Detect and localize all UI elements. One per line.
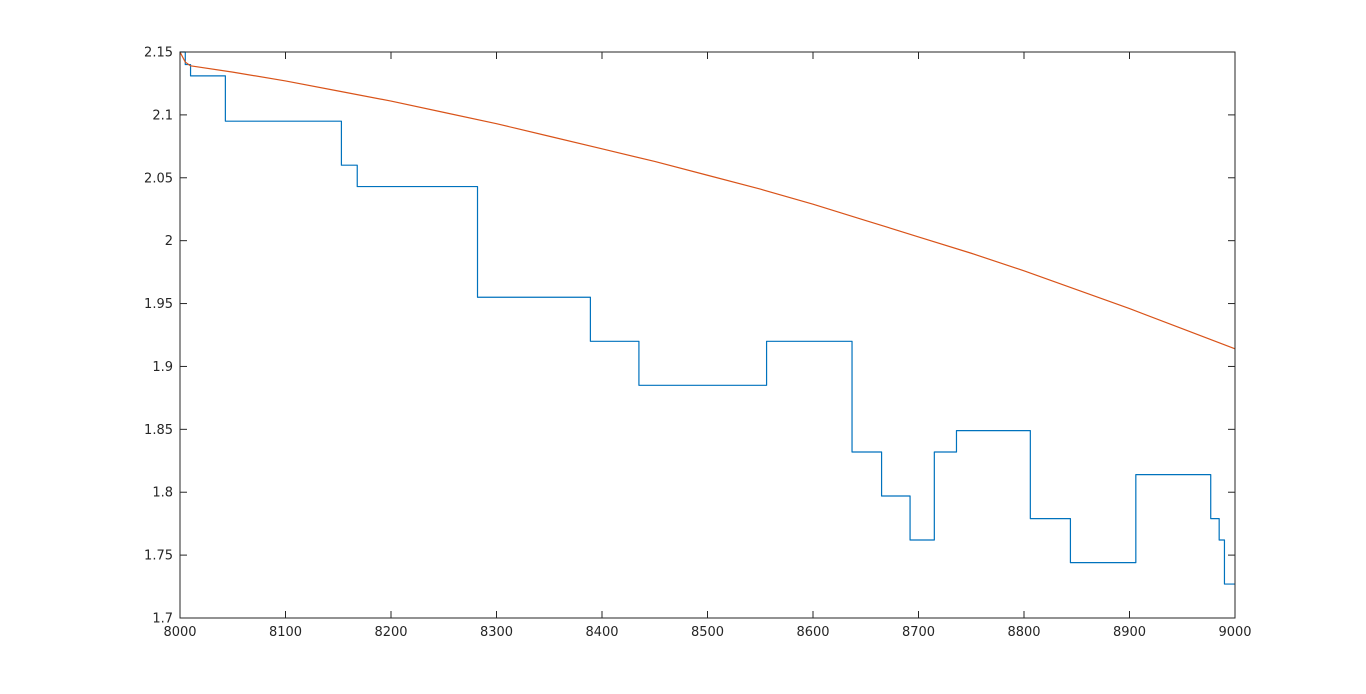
series-line-orange (179, 51, 1236, 350)
y-tick-label: 1.85 (144, 423, 173, 438)
y-tick-label: 2.05 (144, 171, 173, 186)
y-tick-label: 2 (165, 234, 173, 249)
x-tick-label: 8900 (1113, 625, 1146, 640)
y-tick-label: 2.1 (152, 108, 173, 123)
axes-box (179, 51, 1236, 619)
x-tick-label: 8100 (269, 625, 302, 640)
y-tick-label: 1.95 (144, 297, 173, 312)
series-layer (179, 51, 1236, 585)
tick-label-layer: 8000 8100 8200 8300 8400 8500 8600 8700 8800 8900… (144, 46, 1252, 641)
x-tick-label: 9000 (1218, 625, 1251, 640)
x-tick-label: 8000 (163, 625, 196, 640)
y-tick-label: 1.75 (144, 549, 173, 564)
x-tick-label: 8300 (480, 625, 513, 640)
x-tick-label: 8400 (585, 625, 618, 640)
plot-background (180, 52, 1235, 618)
x-tick-label: 8700 (902, 625, 935, 640)
y-tick-label: 1.9 (152, 360, 173, 375)
y-tick-label: 1.8 (152, 486, 173, 501)
x-tick-label: 8200 (374, 625, 407, 640)
x-tick-label: 8500 (691, 625, 724, 640)
x-tick-label: 8800 (1007, 625, 1040, 640)
x-tick-label: 8600 (796, 625, 829, 640)
series-line-blue (180, 51, 1235, 585)
y-tick-label: 1.7 (152, 612, 173, 627)
y-tick-label: 2.15 (144, 46, 173, 61)
